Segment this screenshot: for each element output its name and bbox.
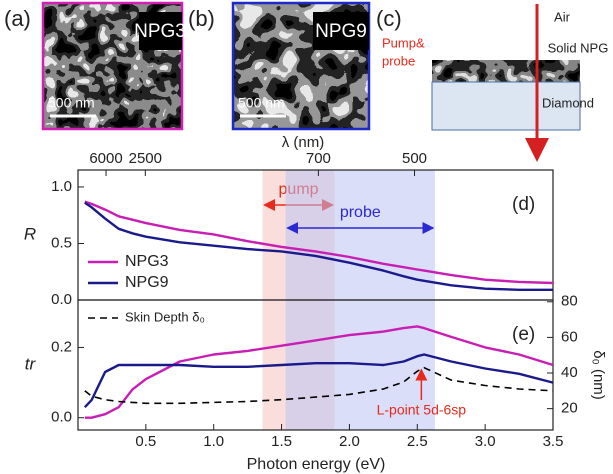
- x-tick-label: 3.0: [475, 433, 496, 450]
- x2-axis-label: λ (nm): [282, 134, 325, 151]
- panel-label: (b): [188, 6, 215, 31]
- panel-label: (d): [512, 194, 535, 215]
- x-tick-label: 1.0: [203, 433, 224, 450]
- image-border: [41, 1, 184, 131]
- y-tick-label: 0.5: [51, 234, 72, 251]
- y2-axis-label: δ₀ (nm): [590, 350, 607, 400]
- panel-label: (a): [4, 6, 31, 31]
- y-axis-label: R: [24, 224, 36, 243]
- x-tick-label: 2.5: [407, 433, 428, 450]
- image-tag: NPG9: [315, 21, 367, 42]
- series-line: [84, 366, 554, 405]
- series-line: [84, 201, 553, 291]
- x2-tick-label: 500: [402, 150, 427, 167]
- y-tick-label: 0.2: [51, 338, 72, 355]
- x-tick-label: 3.5: [543, 433, 564, 450]
- y-tick-label: 0.0: [51, 409, 72, 426]
- medium-label: Solid NPG: [548, 40, 609, 55]
- medium-label: Diamond: [542, 95, 594, 110]
- x-tick-label: 1.5: [271, 433, 292, 450]
- series-line: [84, 200, 554, 285]
- annotation: L-point 5d-6sp: [377, 402, 467, 418]
- x2-tick-label: 700: [306, 150, 331, 167]
- x2-tick-label: 6000: [89, 150, 122, 167]
- beam-label: probe: [382, 53, 415, 68]
- y-axis-label: tr: [25, 354, 37, 373]
- film-texture: [432, 60, 580, 82]
- series-line: [84, 325, 554, 419]
- panel-label: (c): [376, 6, 402, 31]
- x-tick-label: 2.0: [339, 433, 360, 450]
- scale-bar-label: 500 nm: [238, 95, 285, 111]
- band-label: probe: [340, 204, 381, 221]
- tag-box: [313, 12, 369, 50]
- x-tick-label: 0.5: [135, 433, 156, 450]
- x2-tick-label: 2500: [129, 150, 162, 167]
- series-line: [83, 353, 554, 409]
- scale-bar-label: 500 nm: [48, 95, 95, 111]
- legend-label: Skin Depth δ₀: [125, 309, 205, 324]
- y2-tick-label: 20: [561, 400, 578, 417]
- substrate: [431, 81, 581, 131]
- y-tick-label: 1.0: [51, 178, 72, 195]
- tag-box: [139, 12, 182, 50]
- beam-label: Pump&: [382, 35, 425, 50]
- image-border: [231, 1, 371, 131]
- medium-label: Air: [554, 9, 571, 24]
- y2-tick-label: 80: [561, 293, 578, 310]
- y2-tick-label: 60: [561, 328, 578, 345]
- legend-label: NPG3: [125, 253, 169, 270]
- y-tick-label: 0.0: [51, 291, 72, 308]
- legend-label: NPG9: [125, 274, 169, 291]
- y2-tick-label: 40: [561, 364, 578, 381]
- panel-label: (e): [512, 324, 535, 345]
- x-axis-label: Photon energy (eV): [247, 456, 386, 473]
- image-tag: NPG3: [134, 21, 186, 42]
